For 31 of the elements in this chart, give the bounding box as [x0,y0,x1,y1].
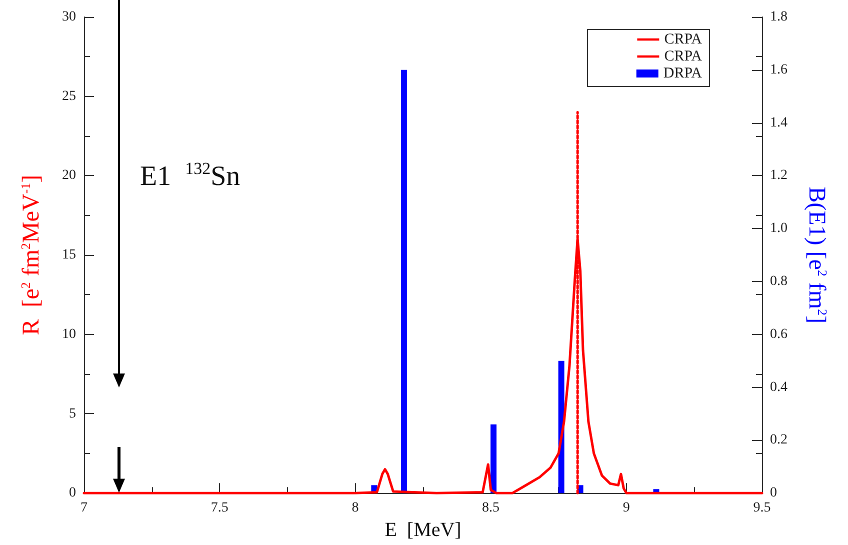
y2-tick-label: 1.0 [770,221,788,236]
y2-tick-label: 0.4 [770,380,788,395]
y-tick-label: 25 [62,88,76,104]
y2-tick-label: 1.2 [770,168,788,184]
legend-label: CRPA [664,48,702,64]
y2-tick-label: 1.8 [770,10,788,24]
y2-axis-title: B(E1) [e2 fm2] [804,186,830,324]
x-tick-label: 9.5 [753,500,771,516]
bar [401,70,408,494]
x-axis-title: E [MeV] [384,519,462,541]
y2-tick-label: 0.8 [770,274,788,289]
legend-label: CRPA [664,32,702,48]
y-tick-label: 0 [69,486,76,501]
y2-tick-label: 0.2 [770,432,788,448]
bar [490,424,497,494]
y2-tick-label: 1.6 [770,62,788,78]
y-tick-label: 15 [62,248,76,263]
y-tick-label: 30 [62,10,76,24]
x-tick-label: 9 [622,500,630,516]
x-tick-label: 7.5 [210,500,228,516]
y-tick-label: 5 [69,406,76,422]
y-axis-title: R [e2 fm2MeV-1] [18,174,44,336]
y2-tick-label: 1.4 [770,115,788,130]
x-tick-label: 7 [80,500,88,516]
y2-tick-label: 0 [770,486,777,501]
y-tick-label: 10 [62,326,76,342]
x-tick-label: 8 [352,500,359,516]
y2-tick-label: 0.6 [770,326,788,342]
legend-label: DRPA [663,66,702,82]
x-tick-label: 8.5 [482,500,500,516]
y-tick-label: 20 [62,168,76,184]
